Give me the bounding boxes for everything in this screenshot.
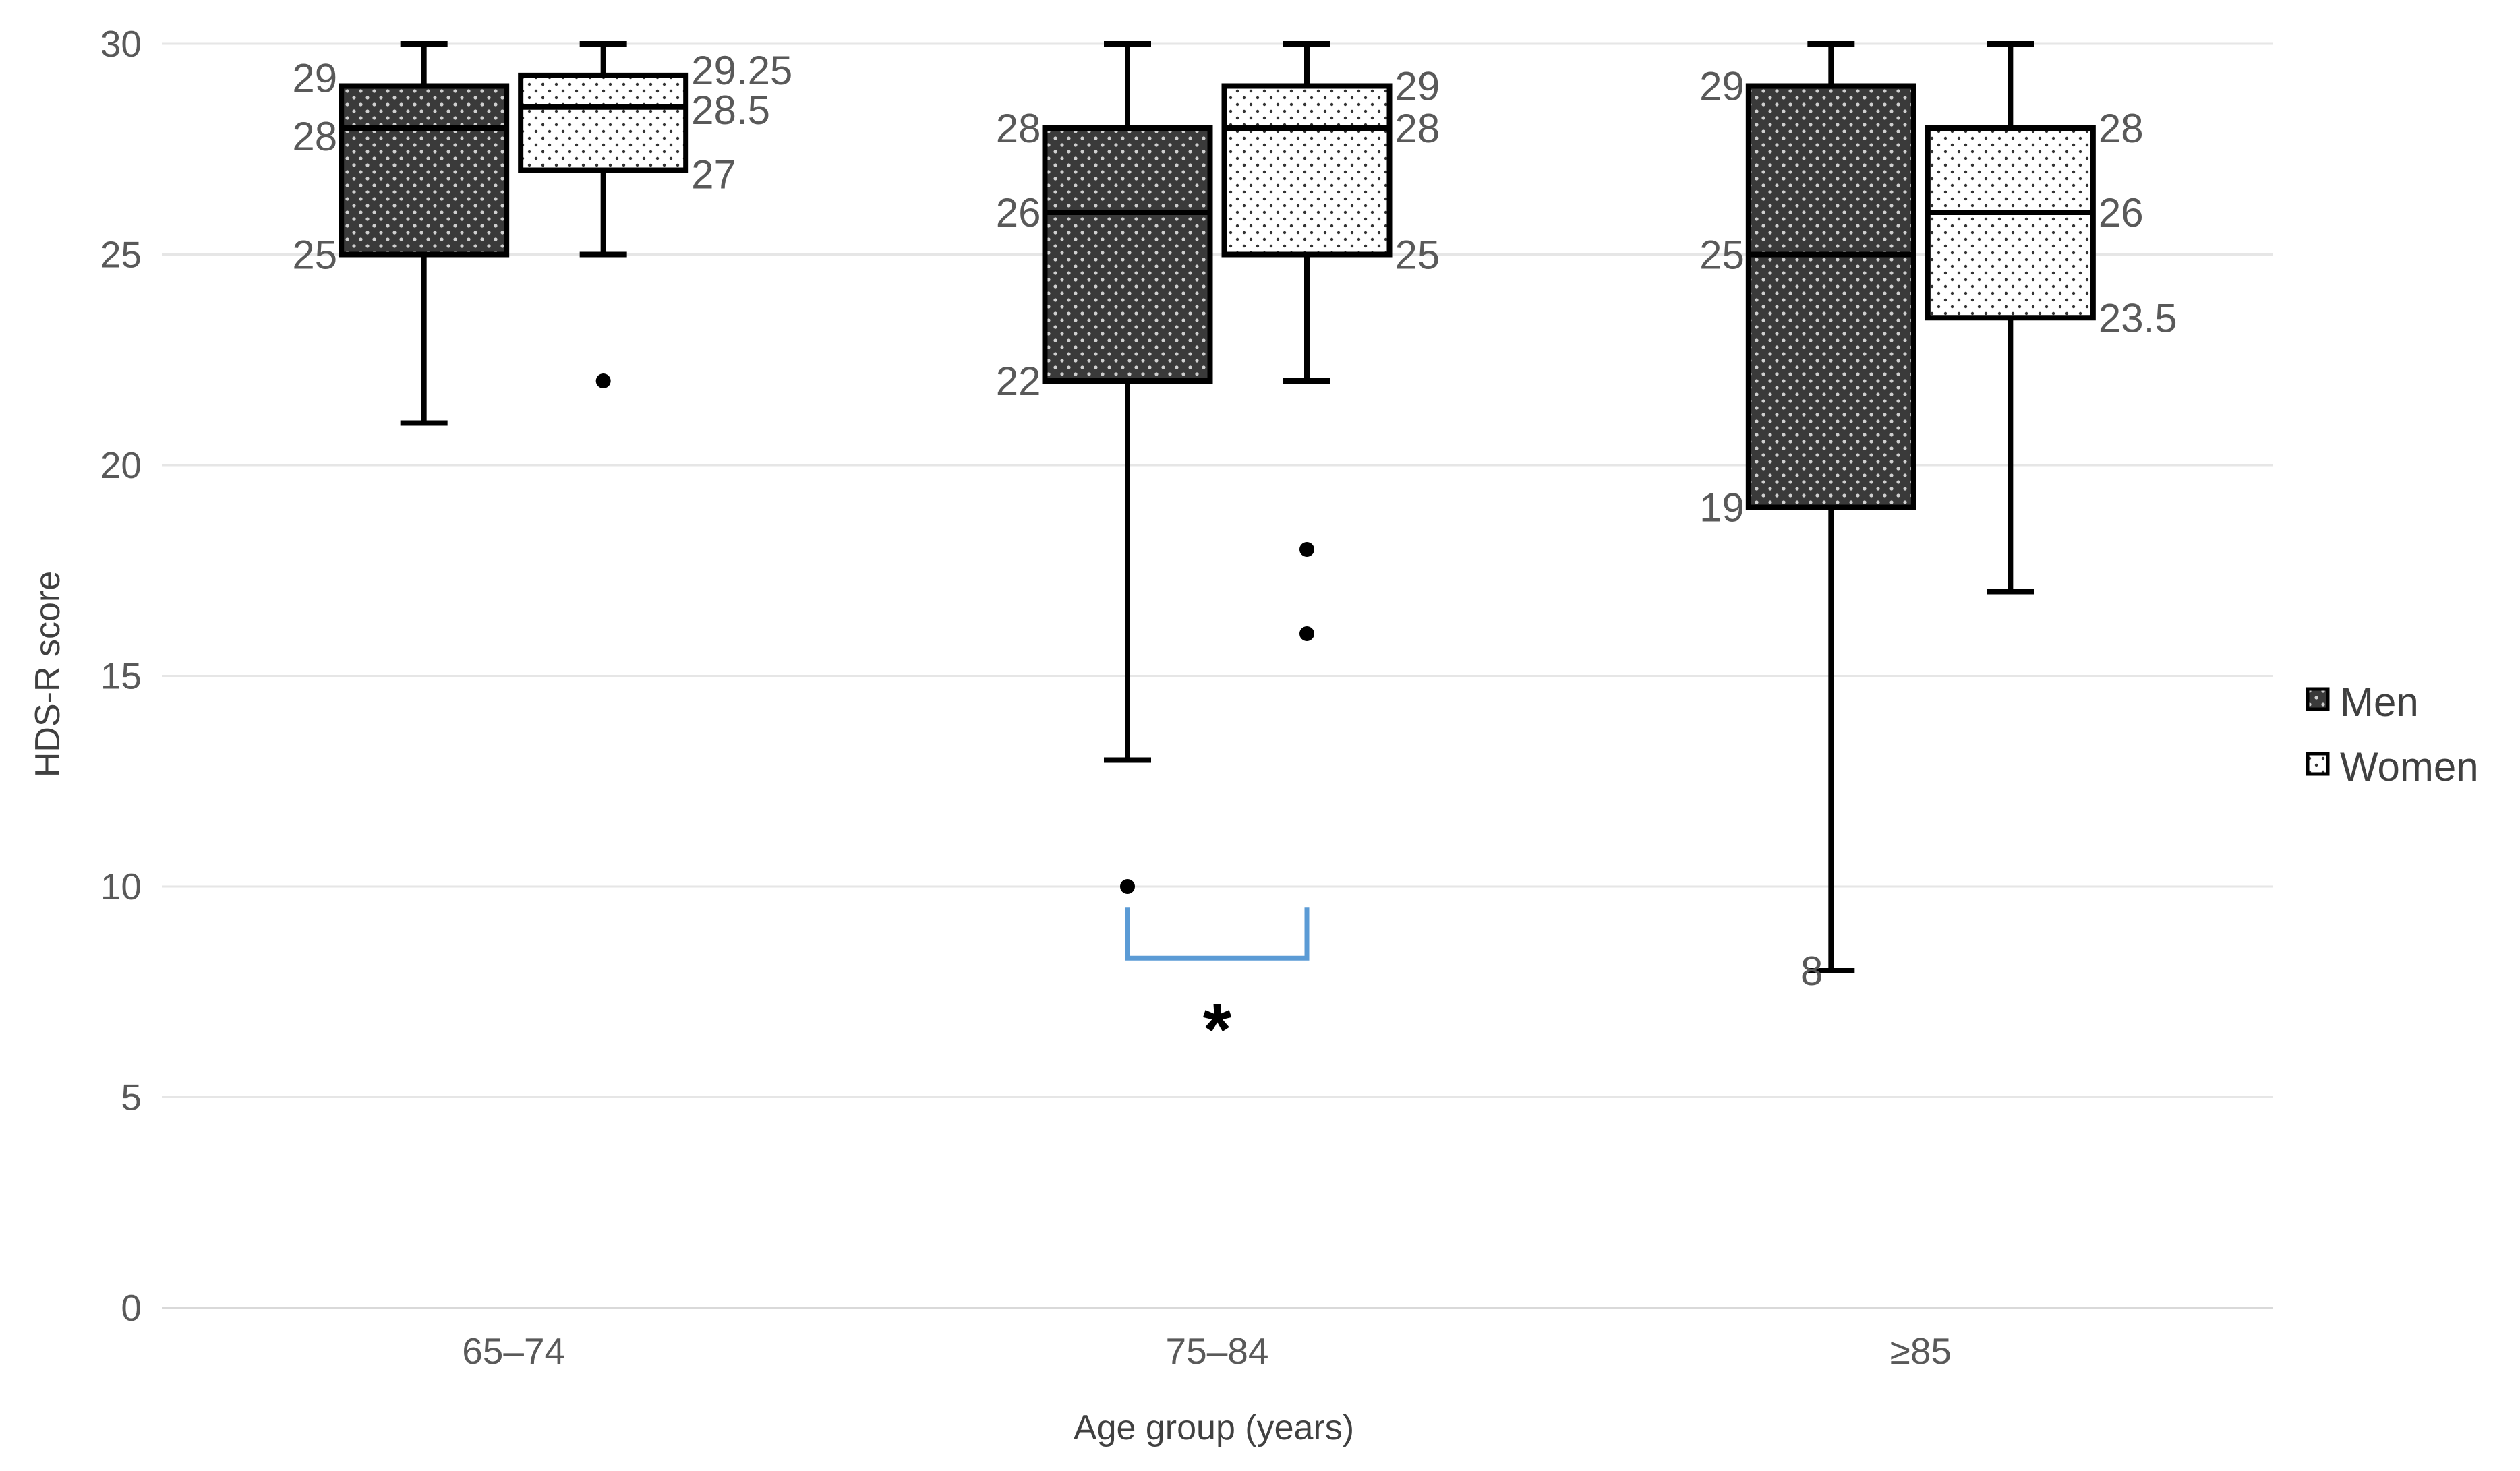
value-label-q1: 25 <box>292 233 337 278</box>
legend-label-men: Men <box>2340 680 2419 725</box>
value-label-median: 28.5 <box>691 88 770 133</box>
legend-swatch-men <box>2306 687 2330 711</box>
legend: Men Women <box>2306 680 2479 789</box>
value-label-median: 26 <box>996 190 1041 235</box>
iqr-box <box>518 72 689 173</box>
iqr-box <box>1042 125 1213 384</box>
outlier-point <box>1299 626 1314 641</box>
y-tick-label: 20 <box>100 444 142 486</box>
y-axis-ticks: 0 5 10 15 20 25 30 <box>100 23 142 1329</box>
box-women-2 <box>1925 41 2096 595</box>
value-label-median: 26 <box>2099 190 2144 235</box>
y-tick-label: 5 <box>121 1077 142 1118</box>
y-tick-label: 25 <box>100 234 142 276</box>
value-label-median: 25 <box>1699 233 1745 278</box>
significance-star: * <box>1203 988 1232 1071</box>
box-men-2 <box>1745 41 1916 973</box>
gridlines <box>162 42 2273 1309</box>
box-value-labels: 292825282622292519829.2528.5272928252826… <box>292 48 2177 994</box>
value-label-whisker_low: 8 <box>1800 949 1823 994</box>
value-label-q1: 19 <box>1699 485 1745 531</box>
box-women-0 <box>518 41 689 388</box>
annotations: * <box>1125 907 1310 1071</box>
significance-bracket <box>1125 907 1310 961</box>
y-tick-label: 10 <box>100 866 142 907</box>
iqr-box <box>1745 83 1916 510</box>
x-axis-ticks: 65–74 75–84 ≥85 <box>462 1330 1952 1372</box>
y-tick-label: 30 <box>100 23 142 65</box>
legend-swatch-women <box>2306 752 2330 776</box>
y-axis-title: HDS-R score <box>28 571 67 777</box>
value-label-q3: 29 <box>292 56 337 101</box>
value-label-q3: 28 <box>996 106 1041 151</box>
x-tick-label: 75–84 <box>1166 1330 1269 1372</box>
box-series <box>339 41 2096 973</box>
legend-label-women: Women <box>2340 744 2479 789</box>
box-men-1 <box>1042 41 1213 894</box>
outlier-point <box>1299 542 1314 557</box>
legend-item-women: Women <box>2306 744 2479 789</box>
legend-item-men: Men <box>2306 680 2419 725</box>
value-label-q3: 28 <box>2099 106 2144 151</box>
value-label-q3: 29.25 <box>691 48 792 93</box>
x-tick-label: 65–74 <box>462 1330 565 1372</box>
iqr-box <box>339 83 510 258</box>
outlier-point <box>595 373 611 388</box>
x-tick-label: ≥85 <box>1890 1330 1952 1372</box>
box-women-1 <box>1221 41 1393 641</box>
y-tick-label: 0 <box>121 1287 142 1329</box>
box-men-0 <box>339 41 510 426</box>
outlier-point <box>1120 879 1135 894</box>
x-axis-title: Age group (years) <box>1074 1408 1354 1447</box>
value-label-q1: 27 <box>691 152 736 198</box>
value-label-q1: 25 <box>1395 233 1440 278</box>
iqr-box <box>1221 83 1393 258</box>
value-label-median: 28 <box>1395 106 1440 151</box>
value-label-q1: 23.5 <box>2099 295 2177 340</box>
y-tick-label: 15 <box>100 655 142 697</box>
value-label-q3: 29 <box>1395 64 1440 109</box>
value-label-median: 28 <box>292 114 337 159</box>
value-label-q3: 29 <box>1699 64 1745 109</box>
iqr-box <box>1925 125 2096 321</box>
value-label-q1: 22 <box>996 359 1041 404</box>
